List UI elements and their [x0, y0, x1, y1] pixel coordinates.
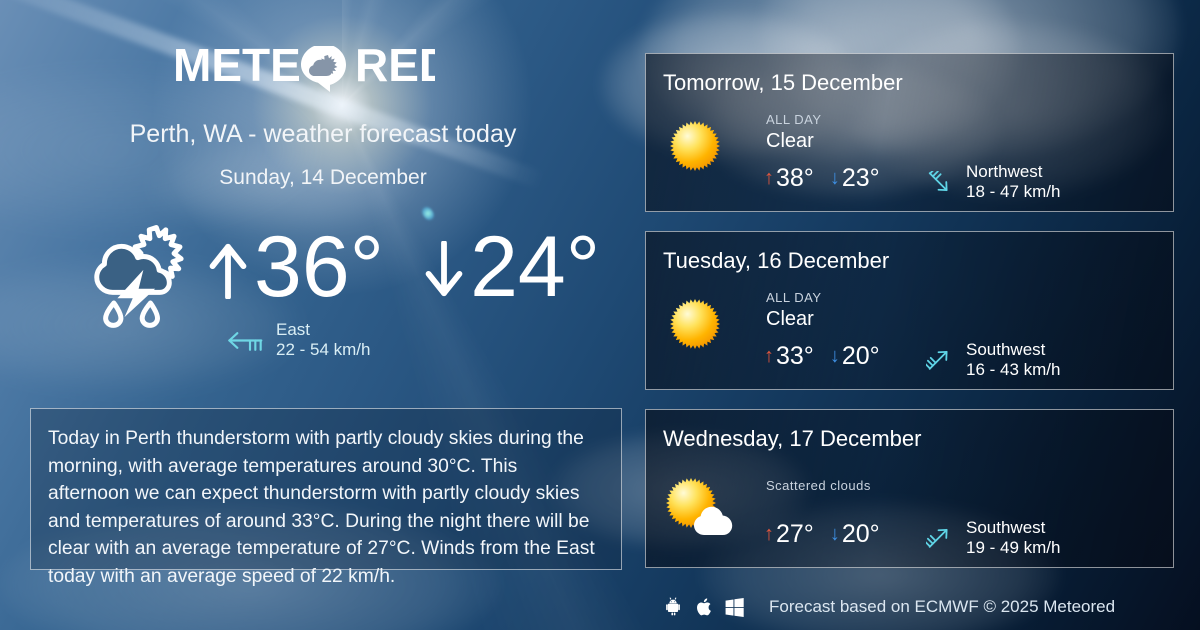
svg-text:METE: METE — [173, 46, 301, 91]
svg-text:RED: RED — [355, 46, 435, 91]
